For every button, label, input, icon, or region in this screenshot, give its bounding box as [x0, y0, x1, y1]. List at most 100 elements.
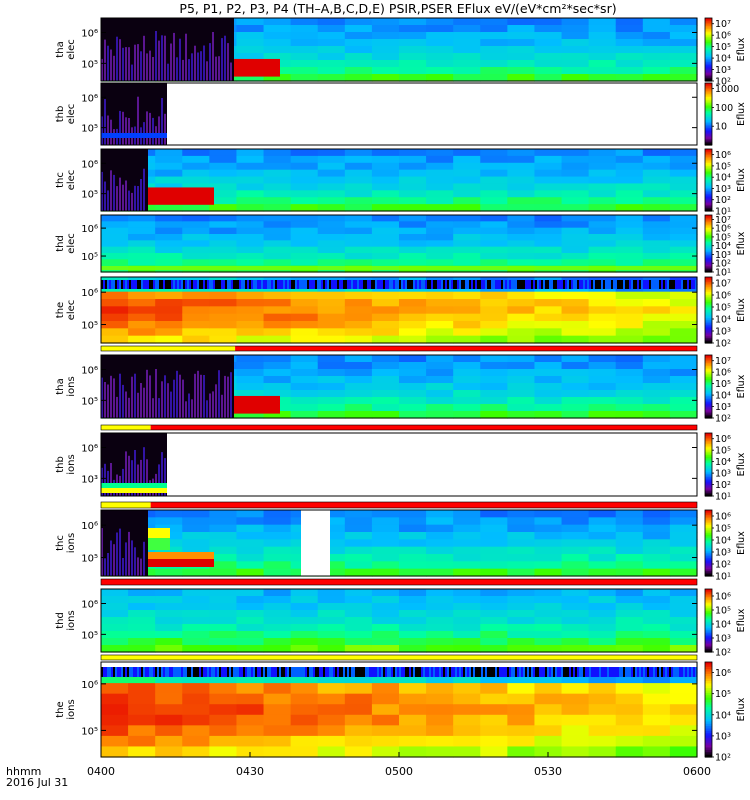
- top-noise-strip: [185, 667, 187, 677]
- noise-strip: [137, 44, 139, 81]
- top-noise-strip: [271, 280, 273, 289]
- spectrogram-cell: [371, 603, 400, 611]
- spectrogram-cell: [453, 561, 481, 570]
- noise-strip: [188, 393, 190, 418]
- spectrogram-cell: [182, 617, 210, 625]
- spectrogram-cell: [534, 234, 563, 241]
- spectrogram-cell: [615, 561, 644, 570]
- spectrogram-cell: [399, 390, 427, 398]
- colorbar-segment: [705, 175, 712, 178]
- spectrogram-cell: [507, 227, 536, 235]
- spectrogram-cell: [290, 390, 319, 398]
- spectrogram-cell: [507, 18, 536, 26]
- noise-strip: [140, 51, 142, 81]
- spectrogram-cell: [209, 746, 238, 758]
- spectrogram-cell: [236, 313, 265, 322]
- spectrogram-cell: [588, 215, 617, 222]
- spectrogram-cell: [642, 610, 671, 618]
- spectrogram-cell: [507, 313, 536, 322]
- spectrogram-cell: [101, 246, 129, 254]
- top-noise-strip: [185, 280, 187, 289]
- noise-strip: [152, 57, 154, 81]
- spectrogram-cell: [507, 561, 536, 570]
- colorbar-segment: [705, 564, 712, 567]
- spectrogram-cell: [290, 183, 319, 191]
- spectrogram-cell: [588, 306, 617, 315]
- spectrogram-cell: [399, 313, 427, 322]
- spectrogram-cell: [371, 18, 400, 26]
- noise-strip: [158, 464, 160, 496]
- spectrogram-cell: [534, 369, 563, 377]
- top-noise-strip: [219, 280, 221, 289]
- colorbar-segment: [705, 233, 712, 236]
- top-noise-strip: [639, 667, 641, 677]
- colorbar-segment: [705, 51, 712, 54]
- top-noise-strip: [671, 280, 673, 289]
- spectrogram-cell: [453, 725, 481, 737]
- colorbar-segment: [705, 192, 712, 195]
- colorbar-segment: [705, 47, 712, 51]
- top-noise-strip: [401, 667, 403, 677]
- colorbar-segment: [705, 115, 712, 118]
- top-noise-strip: [583, 667, 585, 677]
- colorbar-segment: [705, 229, 712, 232]
- spectrogram-cell: [344, 638, 373, 646]
- spectrogram-cell: [588, 355, 617, 363]
- spectrogram-cell: [290, 397, 319, 405]
- colorbar-segment: [705, 193, 712, 197]
- colorbar-tick-label: 10⁶: [715, 31, 731, 42]
- top-noise-strip: [537, 280, 539, 289]
- spectrogram-cell: [669, 617, 698, 625]
- top-noise-strip: [389, 280, 391, 289]
- spectrogram-cell: [642, 704, 671, 716]
- spectrogram-cell: [236, 568, 265, 577]
- plot-frame: [100, 588, 698, 653]
- top-noise-strip: [631, 667, 633, 677]
- colorbar-segment: [705, 519, 712, 523]
- spectrogram-cell: [399, 183, 427, 191]
- spectrogram-cell: [507, 554, 536, 562]
- spectrogram-cell: [480, 67, 508, 75]
- top-noise-strip: [629, 280, 631, 289]
- spectrogram-cell: [209, 240, 238, 248]
- spectrogram-cell: [453, 390, 481, 398]
- spectrogram-cell: [588, 39, 617, 47]
- spectrogram-cell: [263, 299, 292, 307]
- top-noise-strip: [597, 667, 599, 677]
- colorbar-segment: [705, 714, 712, 718]
- colorbar-segment: [705, 639, 712, 642]
- top-noise-strip: [581, 667, 583, 677]
- spectrogram-cell: [615, 362, 644, 370]
- colorbar-segment: [705, 58, 712, 62]
- spectrogram-cell: [453, 176, 481, 185]
- top-noise-strip: [221, 667, 223, 677]
- colorbar-segment: [705, 478, 712, 481]
- top-noise-strip: [127, 280, 129, 289]
- colorbar-tick-label: 10⁵: [715, 689, 731, 700]
- top-noise-strip: [387, 667, 389, 677]
- top-noise-strip: [211, 280, 213, 289]
- top-noise-strip: [599, 280, 601, 289]
- colorbar-segment: [705, 244, 712, 247]
- colorbar-segment: [705, 589, 712, 592]
- top-noise-strip: [313, 280, 315, 289]
- plot-frame: [100, 276, 698, 344]
- spectrogram-cell: [209, 155, 238, 164]
- spectrogram-cell: [615, 517, 644, 526]
- quality-segment: [150, 502, 697, 508]
- spectrogram-cell: [453, 517, 481, 526]
- spectrogram-cell: [371, 704, 400, 716]
- spectrogram-cell: [534, 259, 563, 267]
- spectrogram-cell: [263, 234, 292, 241]
- top-noise-strip: [313, 667, 315, 677]
- green-feature: [148, 538, 170, 550]
- top-noise-strip: [207, 280, 209, 289]
- colorbar-segment: [705, 153, 712, 156]
- spectrogram-cell: [534, 204, 563, 212]
- panel-probe-label: tha: [55, 41, 66, 57]
- spectrogram-cell: [669, 704, 698, 716]
- top-noise-strip: [107, 280, 109, 289]
- spectrogram-cell: [480, 74, 508, 82]
- spectrogram-cell: [290, 313, 319, 322]
- spectrogram-cell: [615, 46, 644, 54]
